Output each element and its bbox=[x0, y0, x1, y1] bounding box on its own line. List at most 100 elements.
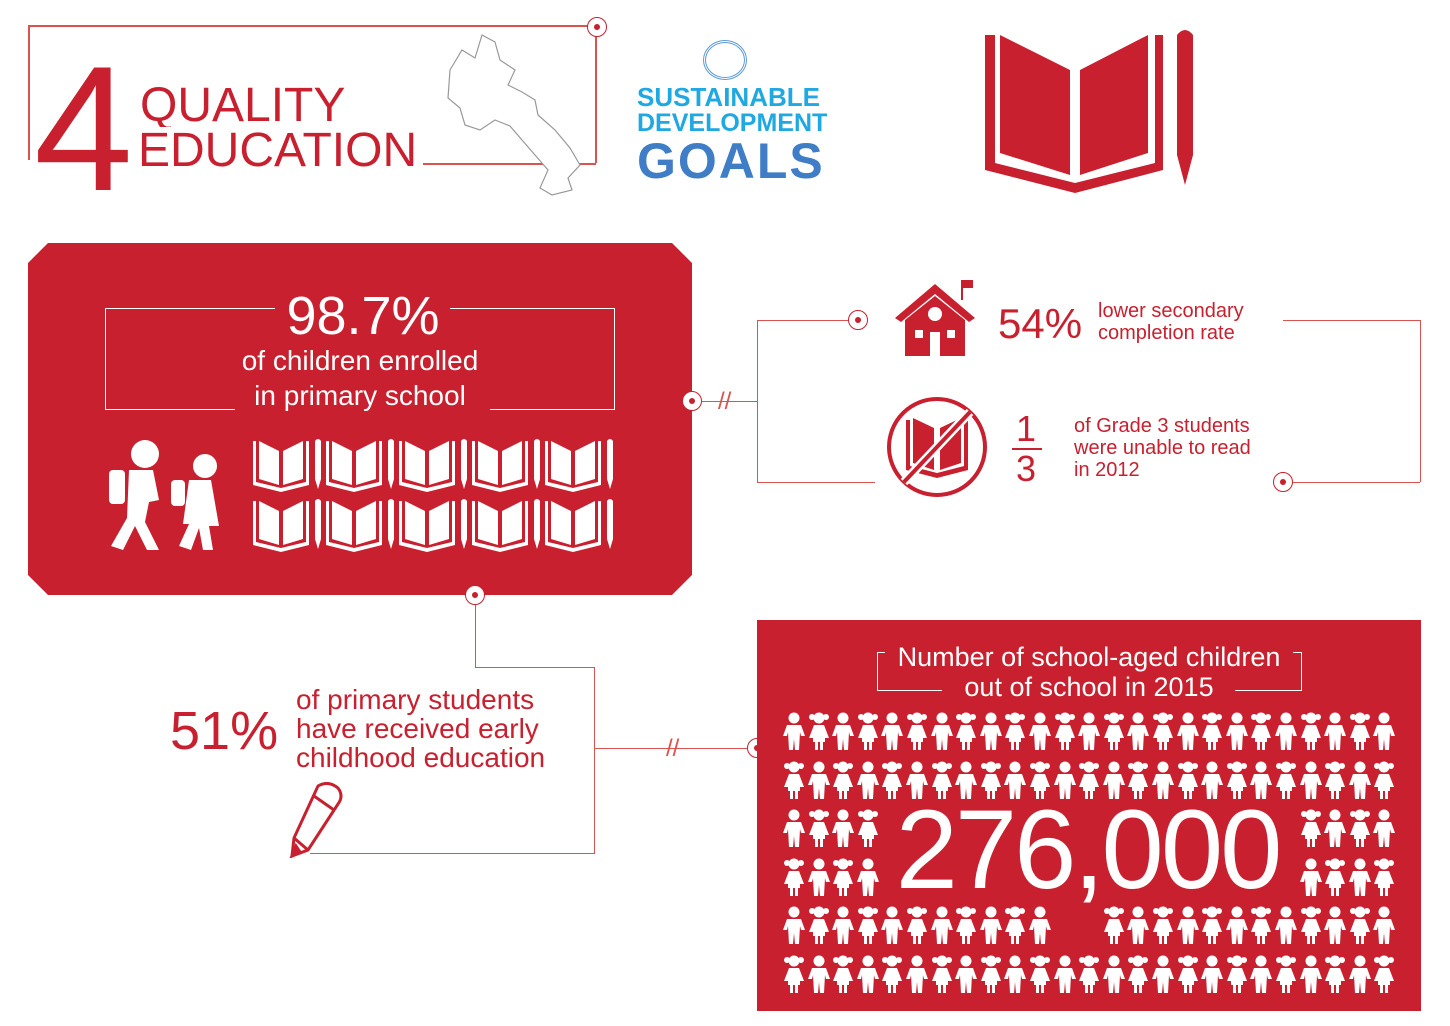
book-pencil-icon bbox=[545, 439, 613, 492]
children-figures-grid bbox=[783, 712, 1398, 1002]
un-emblem-icon bbox=[703, 40, 747, 80]
secondary-label-line2: completion rate bbox=[1098, 322, 1235, 344]
girl-figure-icon bbox=[956, 906, 977, 944]
girl-figure-icon bbox=[1005, 712, 1026, 750]
girl-figure-icon bbox=[1153, 906, 1173, 944]
book-pencil-icon bbox=[326, 439, 394, 492]
girl-figure-icon bbox=[1251, 712, 1272, 750]
girl-figure-icon bbox=[784, 761, 804, 799]
girl-figure-icon bbox=[784, 955, 804, 993]
boy-figure-icon bbox=[1176, 906, 1199, 944]
girl-figure-icon bbox=[1300, 712, 1321, 750]
reading-label-line2: were unable to read bbox=[1074, 437, 1251, 459]
boy-figure-icon bbox=[856, 858, 879, 896]
children-walking-icon bbox=[109, 440, 219, 550]
book-pencil-icon bbox=[545, 499, 613, 552]
boy-figure-icon bbox=[1275, 906, 1297, 944]
boy-figure-icon bbox=[1053, 955, 1076, 993]
girl-figure-icon bbox=[1325, 858, 1346, 896]
boy-figure-icon bbox=[832, 712, 855, 750]
book-pencil-icon bbox=[253, 439, 321, 492]
girl-figure-icon bbox=[1349, 809, 1370, 847]
girl-figure-icon bbox=[857, 712, 878, 750]
girl-figure-icon bbox=[1202, 712, 1223, 750]
boy-figure-icon bbox=[1201, 761, 1224, 799]
boy-figure-icon bbox=[1324, 809, 1347, 847]
boy-figure-icon bbox=[1004, 761, 1027, 799]
girl-figure-icon bbox=[1177, 955, 1198, 993]
boy-figure-icon bbox=[1299, 858, 1322, 896]
girl-figure-icon bbox=[833, 858, 854, 896]
sdg-logo: SUSTAINABLE DEVELOPMENT GOALS bbox=[637, 40, 828, 186]
boy-figure-icon bbox=[1299, 955, 1322, 993]
out-of-school-title-line2: out of school in 2015 bbox=[964, 672, 1214, 702]
goal-title-line1: QUALITY bbox=[140, 79, 346, 132]
marker-dot bbox=[1273, 472, 1293, 492]
boy-figure-icon bbox=[1004, 955, 1027, 993]
boy-figure-icon bbox=[1373, 712, 1396, 750]
boy-figure-icon bbox=[930, 906, 953, 944]
girl-figure-icon bbox=[931, 955, 952, 993]
girl-figure-icon bbox=[833, 761, 854, 799]
girl-figure-icon bbox=[1374, 761, 1395, 799]
boy-figure-icon bbox=[807, 761, 830, 799]
girl-figure-icon bbox=[882, 955, 903, 993]
sdg-line2: DEVELOPMENT bbox=[637, 109, 828, 137]
school-building-icon bbox=[895, 280, 975, 356]
boy-figure-icon bbox=[881, 712, 904, 750]
early-childhood-line3: childhood education bbox=[296, 742, 546, 773]
girl-figure-icon bbox=[1276, 761, 1296, 799]
out-of-school-value: 276,000 bbox=[895, 787, 1283, 912]
girl-figure-icon bbox=[980, 955, 1001, 993]
fraction-numerator: 1 bbox=[1015, 408, 1037, 449]
marker-dot bbox=[587, 17, 607, 37]
boy-figure-icon bbox=[807, 858, 830, 896]
boy-figure-icon bbox=[856, 761, 879, 799]
pencil-icon bbox=[289, 782, 343, 858]
girl-figure-icon bbox=[1128, 955, 1149, 993]
boy-figure-icon bbox=[1078, 712, 1101, 750]
enrollment-label-line2: in primary school bbox=[254, 380, 466, 411]
early-childhood-line2: have received early bbox=[296, 713, 539, 744]
boy-figure-icon bbox=[1324, 906, 1347, 944]
secondary-value: 54% bbox=[998, 300, 1083, 347]
fraction-denominator: 3 bbox=[1015, 448, 1037, 489]
girl-figure-icon bbox=[1226, 955, 1247, 993]
girl-figure-icon bbox=[1177, 761, 1198, 799]
boy-figure-icon bbox=[979, 712, 1002, 750]
book-pencil-icon bbox=[985, 30, 1193, 193]
boy-figure-icon bbox=[1127, 906, 1150, 944]
boy-figure-icon bbox=[1250, 761, 1273, 799]
boy-figure-icon bbox=[1348, 761, 1371, 799]
boy-figure-icon bbox=[807, 955, 830, 993]
girl-figure-icon bbox=[784, 858, 804, 896]
goal-number: 4 bbox=[30, 40, 137, 218]
girl-figure-icon bbox=[1251, 906, 1272, 944]
girl-figure-icon bbox=[1300, 906, 1321, 944]
boy-figure-icon bbox=[1299, 761, 1322, 799]
girl-figure-icon bbox=[956, 712, 977, 750]
girl-figure-icon bbox=[857, 906, 878, 944]
boy-figure-icon bbox=[979, 906, 1002, 944]
girl-figure-icon bbox=[907, 906, 927, 944]
books-grid bbox=[253, 437, 618, 552]
boy-figure-icon bbox=[1127, 712, 1150, 750]
girl-figure-icon bbox=[1128, 761, 1149, 799]
enrollment-value: 98.7% bbox=[286, 286, 440, 346]
girl-figure-icon bbox=[1202, 906, 1223, 944]
boy-figure-icon bbox=[1225, 712, 1248, 750]
boy-figure-icon bbox=[783, 906, 805, 944]
book-pencil-icon bbox=[326, 499, 394, 552]
boy-figure-icon bbox=[1373, 809, 1396, 847]
reading-label-line1: of Grade 3 students bbox=[1074, 415, 1250, 437]
early-childhood-value: 51% bbox=[170, 701, 279, 761]
out-of-school-title-line1: Number of school-aged children bbox=[897, 642, 1281, 672]
boy-figure-icon bbox=[930, 712, 953, 750]
boy-figure-icon bbox=[955, 955, 978, 993]
boy-figure-icon bbox=[1348, 955, 1371, 993]
girl-figure-icon bbox=[1103, 712, 1124, 750]
book-pencil-icon bbox=[472, 439, 540, 492]
girl-figure-icon bbox=[1030, 955, 1050, 993]
girl-figure-icon bbox=[1325, 761, 1346, 799]
girl-figure-icon bbox=[931, 761, 952, 799]
